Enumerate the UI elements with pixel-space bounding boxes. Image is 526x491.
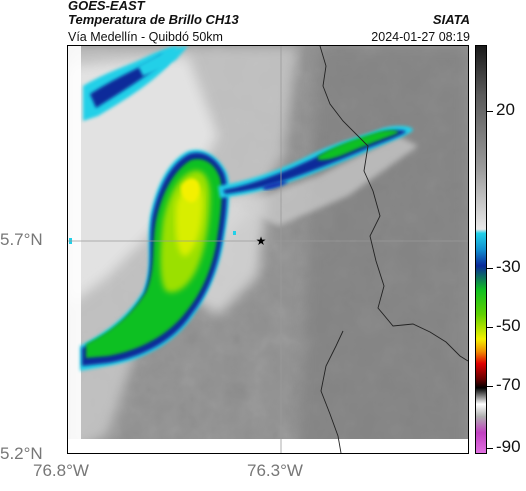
colorbar-label: -30 [496, 257, 521, 276]
colorbar-tick [487, 448, 493, 449]
colorbar-label: 20 [496, 100, 515, 119]
timestamp: 2024-01-27 08:19 [371, 30, 470, 44]
product-title: Temperatura de Brillo CH13 [68, 12, 239, 27]
lat-label: 5.7°N [0, 230, 43, 249]
colorbar-label: -90 [496, 437, 521, 456]
lon-label: 76.8°W [33, 461, 89, 480]
colorbar-tick [487, 327, 493, 328]
location-star-marker[interactable]: ★ [256, 234, 267, 248]
border-line-south [320, 330, 344, 453]
lon-label: 76.3°W [247, 461, 303, 480]
brightness-temperature-field: ★ [68, 46, 468, 453]
colorbar-label: -70 [496, 375, 521, 394]
colorbar [475, 45, 487, 454]
lat-label: 5.2°N [0, 444, 43, 463]
satellite-title: GOES-EAST [68, 0, 145, 13]
satellite-map[interactable]: ★ [67, 45, 469, 454]
route-subtitle: Vía Medellín - Quibdó 50km [68, 30, 223, 44]
colorbar-tick [487, 111, 493, 112]
org-label: SIATA [432, 12, 470, 27]
colorbar-tick [487, 386, 493, 387]
border-line [319, 46, 468, 362]
colorbar-label: -50 [496, 316, 521, 335]
colorbar-tick [487, 268, 493, 269]
